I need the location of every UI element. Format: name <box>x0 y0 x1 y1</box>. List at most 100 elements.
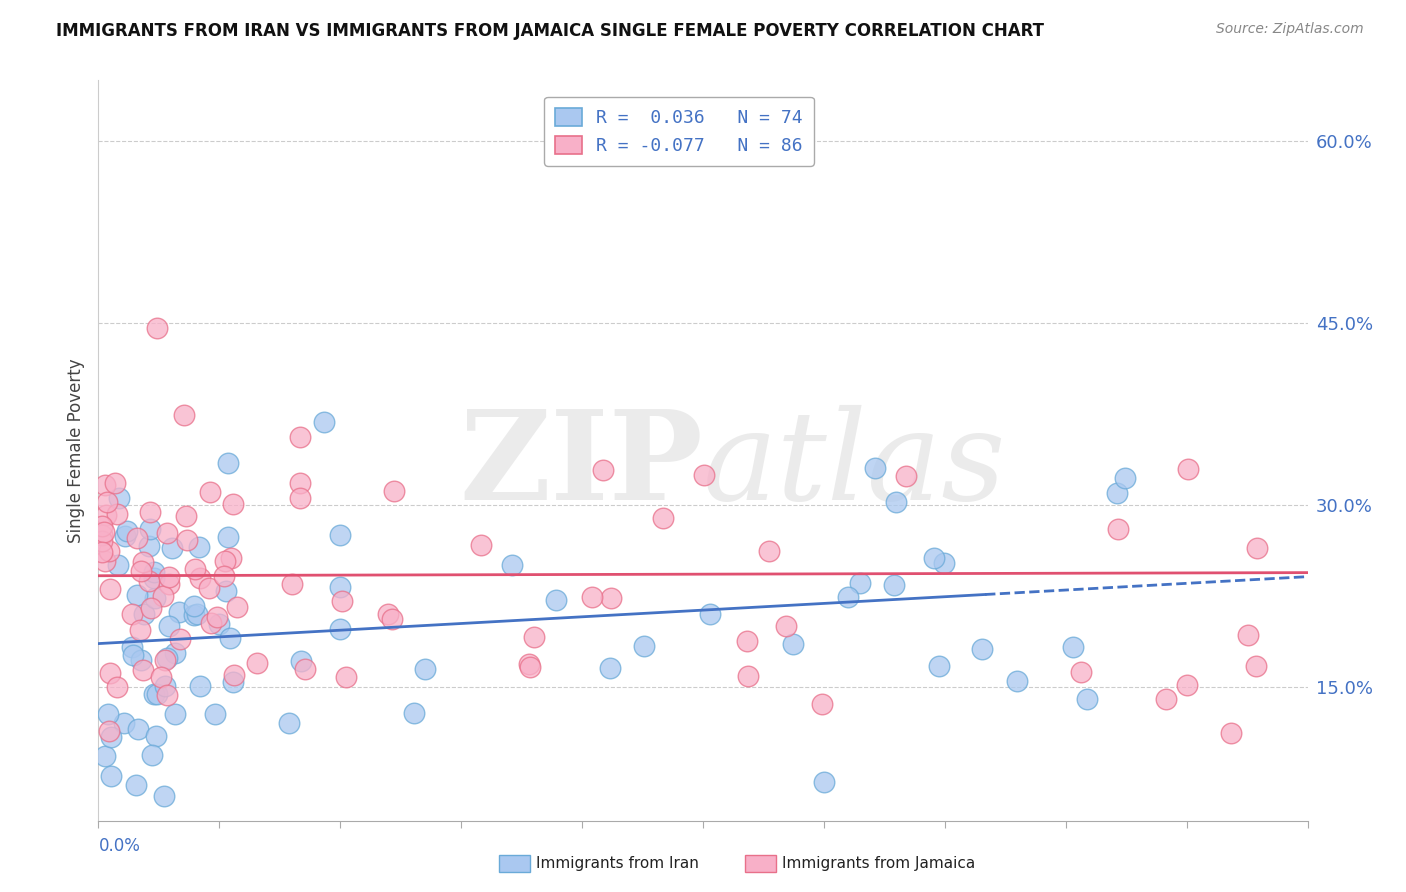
Point <box>837 590 859 604</box>
Point <box>599 661 621 675</box>
Point <box>377 607 399 621</box>
Point <box>413 662 436 676</box>
Point <box>97 723 120 738</box>
Point <box>813 775 835 789</box>
Point <box>894 469 917 483</box>
Point <box>1062 640 1084 654</box>
Point <box>221 550 243 565</box>
Point <box>519 660 541 674</box>
Point <box>157 618 180 632</box>
Point <box>1105 486 1128 500</box>
Point <box>121 607 143 621</box>
Point <box>222 497 245 511</box>
Point <box>146 321 169 335</box>
Point <box>156 651 179 665</box>
Point <box>176 533 198 548</box>
Point <box>928 659 950 673</box>
Point <box>811 697 834 711</box>
Point <box>125 588 148 602</box>
Point <box>125 532 148 546</box>
Point <box>122 648 145 662</box>
Point <box>173 409 195 423</box>
Point <box>163 706 186 721</box>
Point <box>1076 692 1098 706</box>
Point <box>217 530 239 544</box>
Point <box>1175 678 1198 692</box>
Point <box>169 632 191 646</box>
Point <box>470 538 492 552</box>
Point <box>523 630 546 644</box>
Point <box>143 571 166 585</box>
Point <box>1246 541 1268 555</box>
Point <box>100 665 122 680</box>
Point <box>501 558 523 573</box>
Point <box>1376 509 1399 524</box>
Point <box>886 495 908 509</box>
Point <box>132 555 155 569</box>
Point <box>294 662 316 676</box>
Point <box>281 576 304 591</box>
Point <box>107 491 129 505</box>
Point <box>290 654 312 668</box>
Point <box>91 519 114 533</box>
Point <box>184 562 207 576</box>
Point <box>145 729 167 743</box>
Point <box>114 529 136 543</box>
Point <box>143 591 166 606</box>
Text: Source: ZipAtlas.com: Source: ZipAtlas.com <box>1216 22 1364 37</box>
Point <box>1070 665 1092 679</box>
Point <box>150 670 173 684</box>
Point <box>162 541 184 556</box>
Point <box>156 525 179 540</box>
Point <box>546 592 568 607</box>
Point <box>651 511 673 525</box>
Point <box>127 722 149 736</box>
Point <box>197 581 219 595</box>
Point <box>1244 659 1267 673</box>
Point <box>207 617 229 632</box>
Point <box>132 663 155 677</box>
Point <box>329 622 352 636</box>
Point <box>214 554 236 568</box>
Point <box>200 615 222 630</box>
Point <box>100 730 122 744</box>
Point <box>91 528 114 542</box>
Point <box>402 706 425 720</box>
Point <box>782 637 804 651</box>
Point <box>91 534 114 549</box>
Point <box>200 485 222 500</box>
Point <box>699 607 721 621</box>
Point <box>599 591 621 605</box>
Point <box>215 583 238 598</box>
Point <box>153 789 176 803</box>
Point <box>775 618 797 632</box>
Y-axis label: Single Female Poverty: Single Female Poverty <box>66 359 84 542</box>
Point <box>142 687 165 701</box>
Point <box>121 640 143 654</box>
Point <box>330 594 353 608</box>
Point <box>735 634 758 648</box>
Point <box>94 478 117 492</box>
Point <box>1107 522 1129 536</box>
Point <box>152 589 174 603</box>
Point <box>100 769 122 783</box>
Point <box>97 707 120 722</box>
Point <box>581 591 603 605</box>
Point <box>381 611 404 625</box>
Point <box>94 553 117 567</box>
Point <box>517 657 540 671</box>
Point <box>139 505 162 519</box>
Point <box>970 642 993 657</box>
Point <box>224 668 246 682</box>
Point <box>143 566 166 580</box>
Point <box>128 623 150 637</box>
Point <box>329 528 352 542</box>
Point <box>1237 628 1260 642</box>
Point <box>922 550 945 565</box>
Point <box>205 609 228 624</box>
Point <box>91 545 114 559</box>
Point <box>187 540 209 554</box>
Point <box>1177 462 1199 476</box>
Point <box>633 639 655 653</box>
Text: Immigrants from Jamaica: Immigrants from Jamaica <box>782 856 974 871</box>
